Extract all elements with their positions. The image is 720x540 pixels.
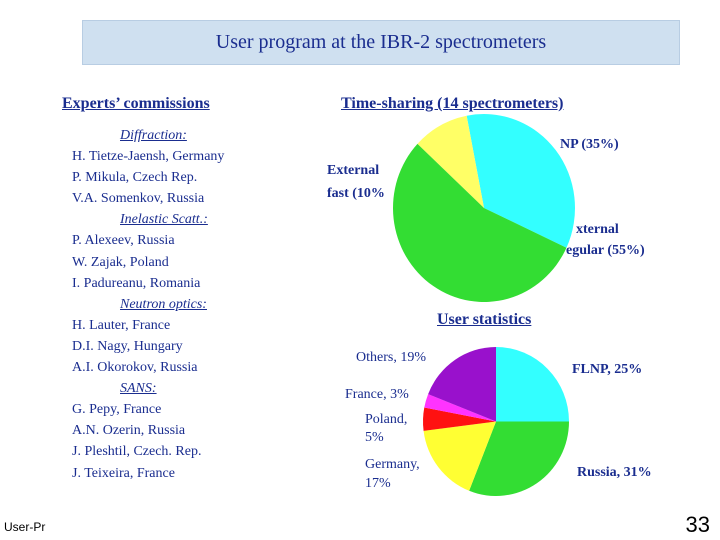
user-statistics-heading: User statistics xyxy=(437,311,532,328)
list-item: H. Tietze-Jaensh, Germany xyxy=(72,149,225,165)
list-item: J. Teixeira, France xyxy=(72,465,175,481)
label-poland-1: Poland, xyxy=(365,412,408,427)
label-external-regular-2: egular (55%) xyxy=(566,243,645,258)
label-external-regular-1: xternal xyxy=(576,222,619,237)
list-item: G. Pepy, France xyxy=(72,402,162,418)
list-item: W. Zajak, Poland xyxy=(72,254,169,270)
label-others: Others, 19% xyxy=(356,350,426,365)
footer-text: User-Pr xyxy=(4,520,46,534)
pie-slice-external-fast xyxy=(417,115,484,208)
category-inelastic: Inelastic Scatt.: xyxy=(120,212,208,228)
list-item: P. Alexeev, Russia xyxy=(72,233,175,249)
label-germany-1: Germany, xyxy=(365,457,420,472)
pie-slice-russia xyxy=(469,421,569,497)
list-item: P. Mikula, Czech Rep. xyxy=(72,170,198,186)
category-neutron-optics: Neutron optics: xyxy=(120,296,207,312)
list-item: H. Lauter, France xyxy=(72,317,171,333)
slide-title-bar: User program at the IBR-2 spectrometers xyxy=(82,20,680,65)
label-external-fast-2: fast (10% xyxy=(327,186,385,201)
user-statistics-pie-chart xyxy=(423,347,569,497)
time-sharing-pie-chart xyxy=(392,114,575,303)
list-item: A.I. Okorokov, Russia xyxy=(72,360,198,376)
label-germany-2: 17% xyxy=(365,476,391,491)
list-item: V.A. Somenkov, Russia xyxy=(72,191,205,207)
category-diffraction: Diffraction: xyxy=(120,128,187,143)
pie-slice-others xyxy=(428,347,496,422)
label-poland-2: 5% xyxy=(365,430,384,445)
label-external-fast-1: External xyxy=(327,163,380,178)
experts-heading: Experts’ commissions xyxy=(62,95,210,112)
experts-list: Diffraction: H. Tietze-Jaensh, Germany P… xyxy=(72,125,332,484)
page-number: 33 xyxy=(685,512,710,537)
label-flnp-users: FLNP, 25% xyxy=(572,362,643,377)
pie-slice-france xyxy=(424,394,496,422)
label-russia: Russia, 31% xyxy=(577,465,652,480)
pie-slice-flnp xyxy=(496,347,569,422)
pie-slice-poland xyxy=(423,407,496,431)
list-item: J. Pleshtil, Czech. Rep. xyxy=(72,444,202,460)
list-item: D.I. Nagy, Hungary xyxy=(72,338,183,354)
pie-slice-flnp xyxy=(466,114,575,248)
category-sans: SANS: xyxy=(120,381,157,397)
time-sharing-heading: Time-sharing (14 spectrometers) xyxy=(341,95,564,112)
pie-slice-germany xyxy=(423,421,496,491)
slide-title: User program at the IBR-2 spectrometers xyxy=(215,31,547,53)
label-flnp-share: NP (35%) xyxy=(560,137,619,152)
list-item: I. Padureanu, Romania xyxy=(72,275,201,291)
label-france: France, 3% xyxy=(345,387,409,402)
list-item: A.N. Ozerin, Russia xyxy=(72,423,186,439)
pie-slice-external-regular xyxy=(392,143,567,303)
